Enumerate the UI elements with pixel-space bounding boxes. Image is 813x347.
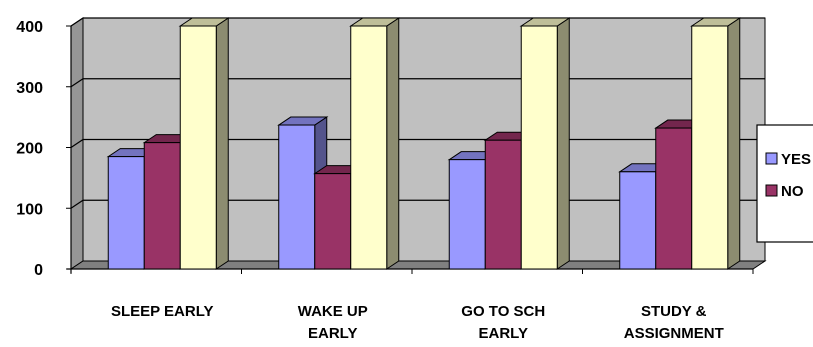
category-label: ASSIGNMENT (624, 325, 724, 342)
category-label: EARLY (308, 325, 357, 342)
bar (351, 18, 399, 269)
bar-front (144, 143, 180, 269)
y-tick-label: 0 (34, 262, 43, 279)
bar-front (180, 26, 216, 269)
legend-label-yes: YES (781, 151, 811, 168)
bar-front (449, 160, 485, 269)
bar-front (351, 26, 387, 269)
bar (692, 18, 740, 269)
legend[interactable]: YES NO (757, 125, 813, 242)
bar-front (108, 157, 144, 269)
bar-side (728, 18, 740, 269)
bar (521, 18, 569, 269)
category-label: WAKE UP (298, 303, 368, 320)
bar-front (692, 26, 728, 269)
bar (180, 18, 228, 269)
bar-front (279, 125, 315, 269)
bar-front (485, 140, 521, 269)
y-tick-label: 200 (16, 141, 43, 158)
legend-swatch-no (766, 185, 777, 196)
bar-front (656, 128, 692, 269)
category-label: EARLY (479, 325, 528, 342)
bar-front (315, 174, 351, 269)
y-tick-labels: 0 100 200 300 400 (16, 19, 43, 279)
bar-front (521, 26, 557, 269)
legend-label-no: NO (781, 183, 804, 200)
category-label: SLEEP EARLY (111, 303, 214, 320)
bar-front (620, 172, 656, 269)
category-labels: SLEEP EARLY WAKE UP EARLY GO TO SCH EARLY STU… (111, 303, 724, 342)
y-tick-label: 100 (16, 201, 43, 218)
bar-side (387, 18, 399, 269)
y-tick-label: 400 (16, 19, 43, 36)
legend-swatch-yes (766, 153, 777, 164)
y-tick-label: 300 (16, 80, 43, 97)
category-label: STUDY & (641, 303, 707, 320)
category-label: GO TO SCH (461, 303, 545, 320)
bar-side (557, 18, 569, 269)
bar-side (216, 18, 228, 269)
